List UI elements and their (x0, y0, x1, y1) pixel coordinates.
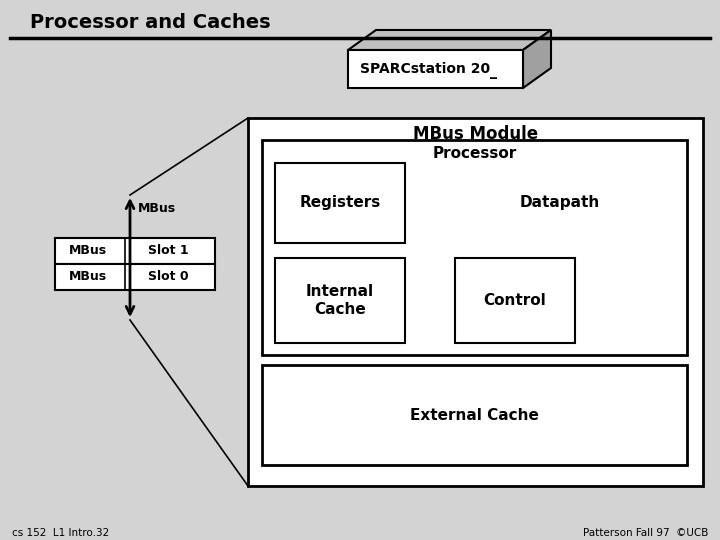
Polygon shape (348, 30, 551, 50)
Text: External Cache: External Cache (410, 408, 539, 422)
Text: MBus: MBus (69, 271, 107, 284)
Text: MBus: MBus (69, 245, 107, 258)
FancyBboxPatch shape (55, 238, 215, 264)
FancyBboxPatch shape (275, 258, 405, 343)
FancyBboxPatch shape (262, 365, 687, 465)
Text: Slot 1: Slot 1 (148, 245, 189, 258)
Text: Datapath: Datapath (520, 195, 600, 211)
FancyBboxPatch shape (275, 163, 405, 243)
Text: cs 152  L1 Intro.32: cs 152 L1 Intro.32 (12, 528, 109, 538)
Text: Processor: Processor (433, 146, 517, 161)
FancyBboxPatch shape (55, 264, 215, 290)
FancyBboxPatch shape (455, 258, 575, 343)
Text: MBus: MBus (138, 201, 176, 214)
FancyBboxPatch shape (262, 140, 687, 355)
Text: Patterson Fall 97  ©UCB: Patterson Fall 97 ©UCB (582, 528, 708, 538)
Text: MBus Module: MBus Module (413, 125, 538, 143)
Text: _: _ (490, 65, 497, 79)
Text: Registers: Registers (300, 195, 381, 211)
FancyBboxPatch shape (348, 50, 523, 88)
Text: Control: Control (484, 293, 546, 308)
Text: Processor and Caches: Processor and Caches (30, 12, 271, 31)
Text: Slot 0: Slot 0 (148, 271, 189, 284)
Text: Internal
Cache: Internal Cache (306, 284, 374, 316)
Text: SPARCstation 20: SPARCstation 20 (360, 62, 490, 76)
Polygon shape (523, 30, 551, 88)
FancyBboxPatch shape (248, 118, 703, 486)
